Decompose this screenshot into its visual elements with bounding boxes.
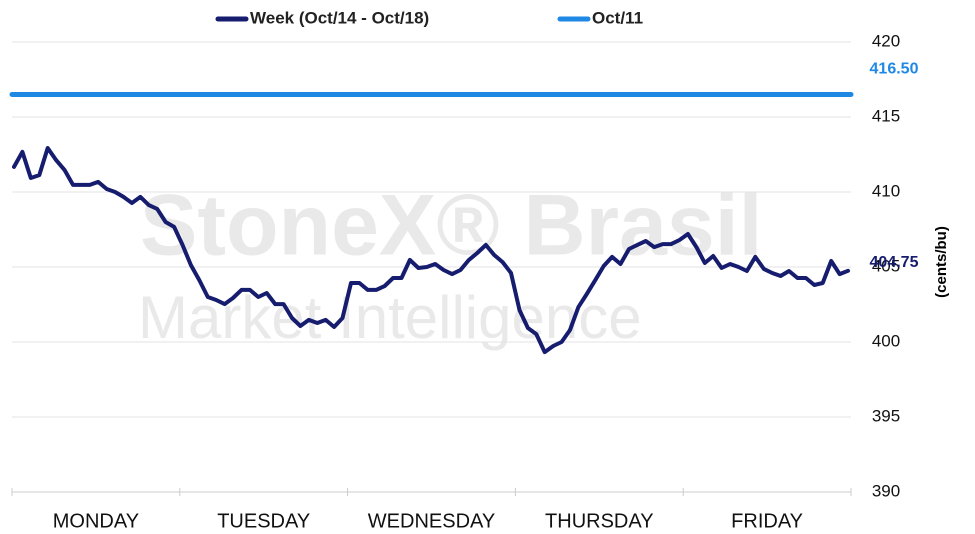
y-tick-label: 395 [872, 406, 900, 425]
watermark: StoneX® Brasil Market Intelligence [138, 178, 763, 351]
watermark-text: Market Intelligence [138, 284, 642, 351]
y-axis-label: (cents/bu) [933, 226, 950, 298]
legend-label: Week (Oct/14 - Oct/18) [250, 8, 429, 27]
x-tick-label: THURSDAY [545, 510, 654, 532]
legend-label: Oct/11 [592, 8, 643, 27]
end-label: 404.75 [870, 254, 919, 271]
watermark-text: StoneX® Brasil [140, 178, 763, 274]
y-tick-label: 415 [872, 106, 900, 125]
x-tick-label: FRIDAY [731, 510, 803, 532]
series-line [12, 146, 850, 355]
y-tick-label: 400 [872, 331, 900, 350]
y-tick-label: 410 [872, 181, 900, 200]
x-tick-label: TUESDAY [217, 510, 310, 532]
y-tick-label: 405 [872, 256, 900, 275]
y-tick-label: 390 [872, 481, 900, 500]
x-tick-label: WEDNESDAY [368, 510, 495, 532]
end-label: 416.50 [870, 61, 919, 78]
x-tick-label: MONDAY [53, 510, 139, 532]
y-tick-label: 420 [872, 31, 900, 50]
